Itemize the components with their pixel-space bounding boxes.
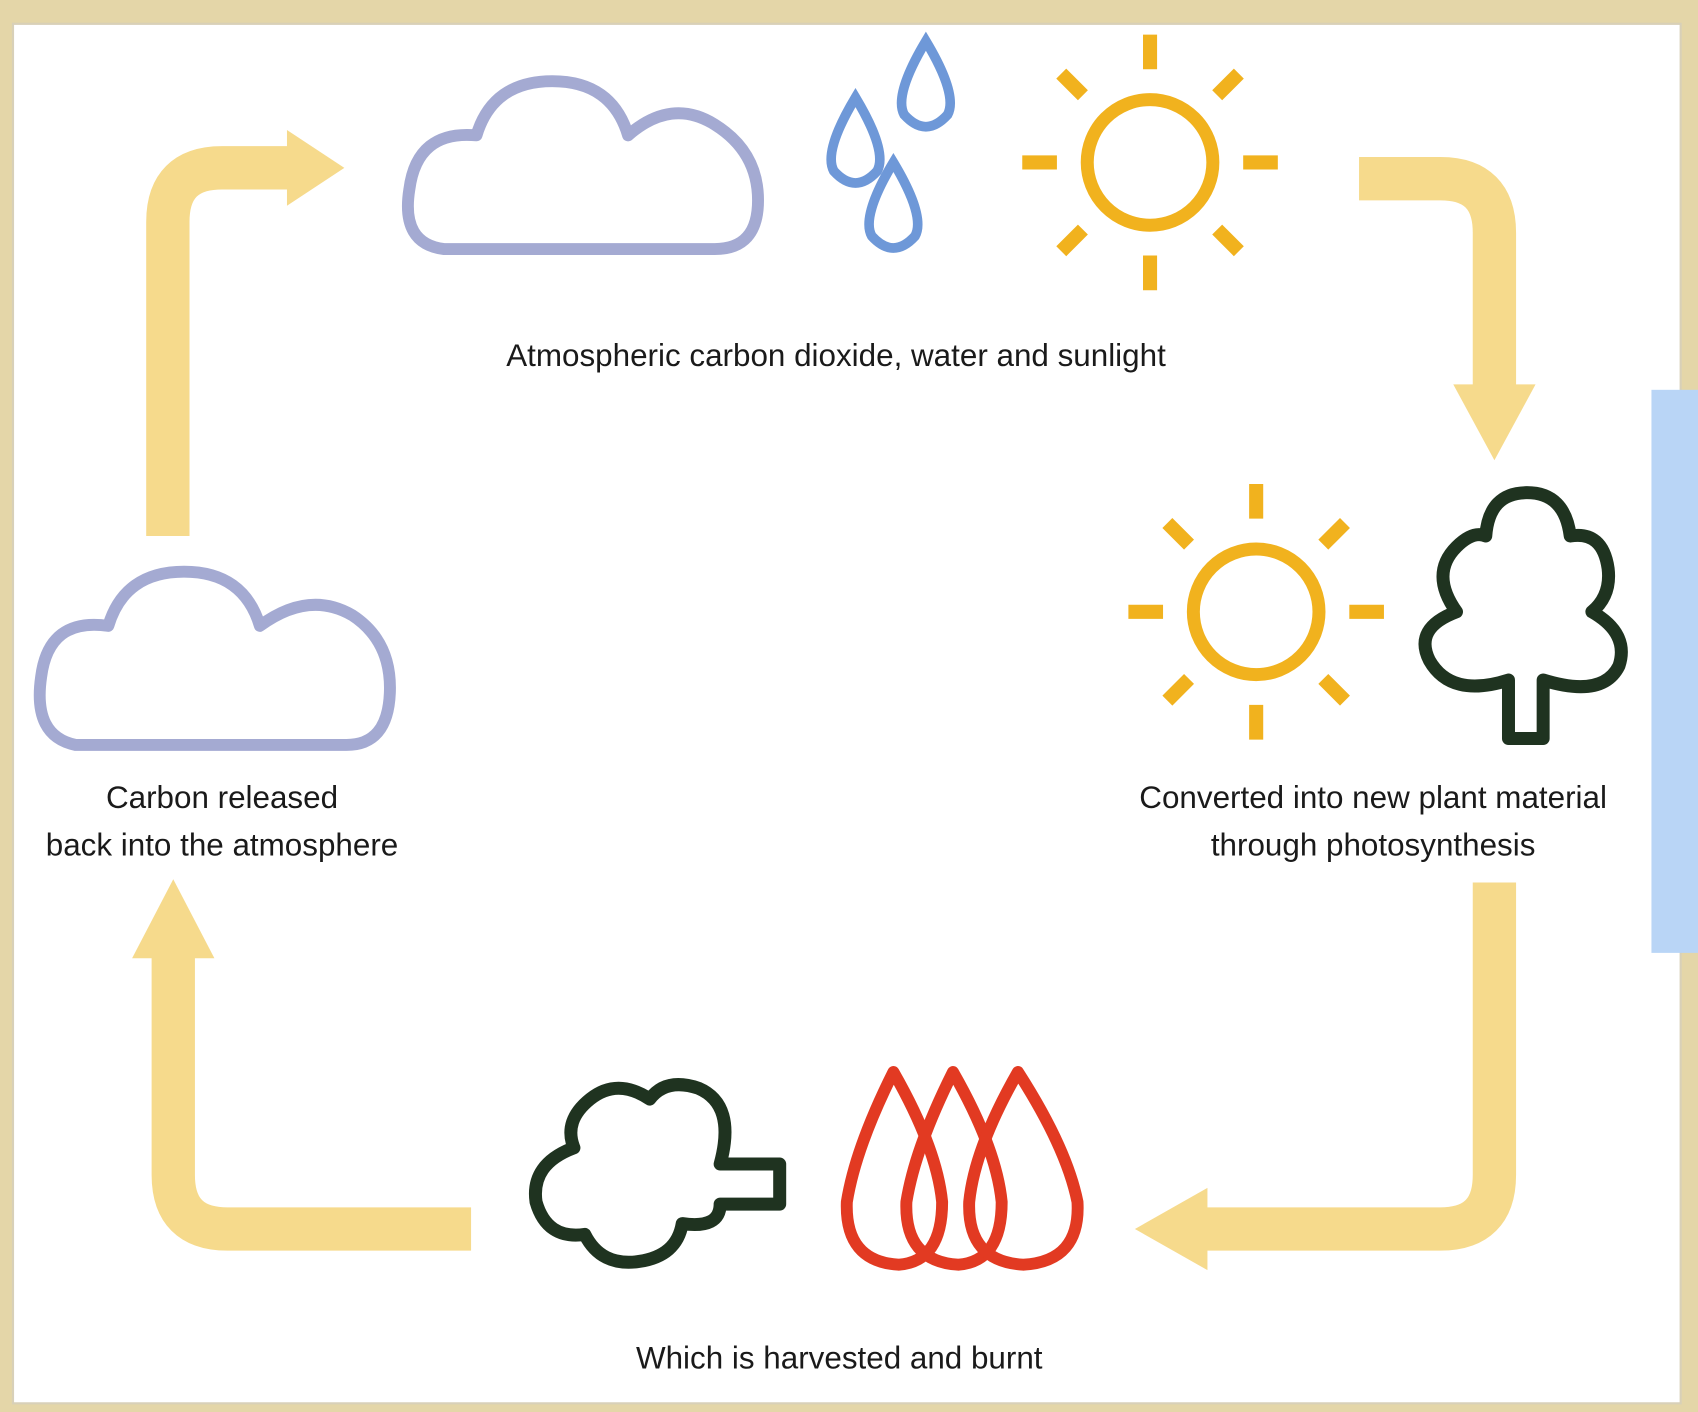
sun-icon [1022,34,1278,291]
water-drops [826,31,956,253]
flames-icon [840,1066,1084,1271]
caption: back into the atmosphere [46,827,399,862]
caption: through photosynthesis [1211,827,1536,862]
caption: Atmospheric carbon dioxide, water and su… [506,338,1166,373]
cloud-icon [33,565,396,751]
caption: Converted into new plant material [1139,780,1607,815]
sun-icon [1128,484,1384,740]
side-panel [1651,389,1698,953]
cloud-icon [401,75,764,256]
cycle-arrows [132,129,1536,1271]
tree-icon [1418,486,1628,745]
paper [11,22,1682,1405]
fallen-tree-icon [528,1078,787,1269]
caption: Carbon released [106,780,338,815]
caption: Which is harvested and burnt [636,1341,1043,1376]
